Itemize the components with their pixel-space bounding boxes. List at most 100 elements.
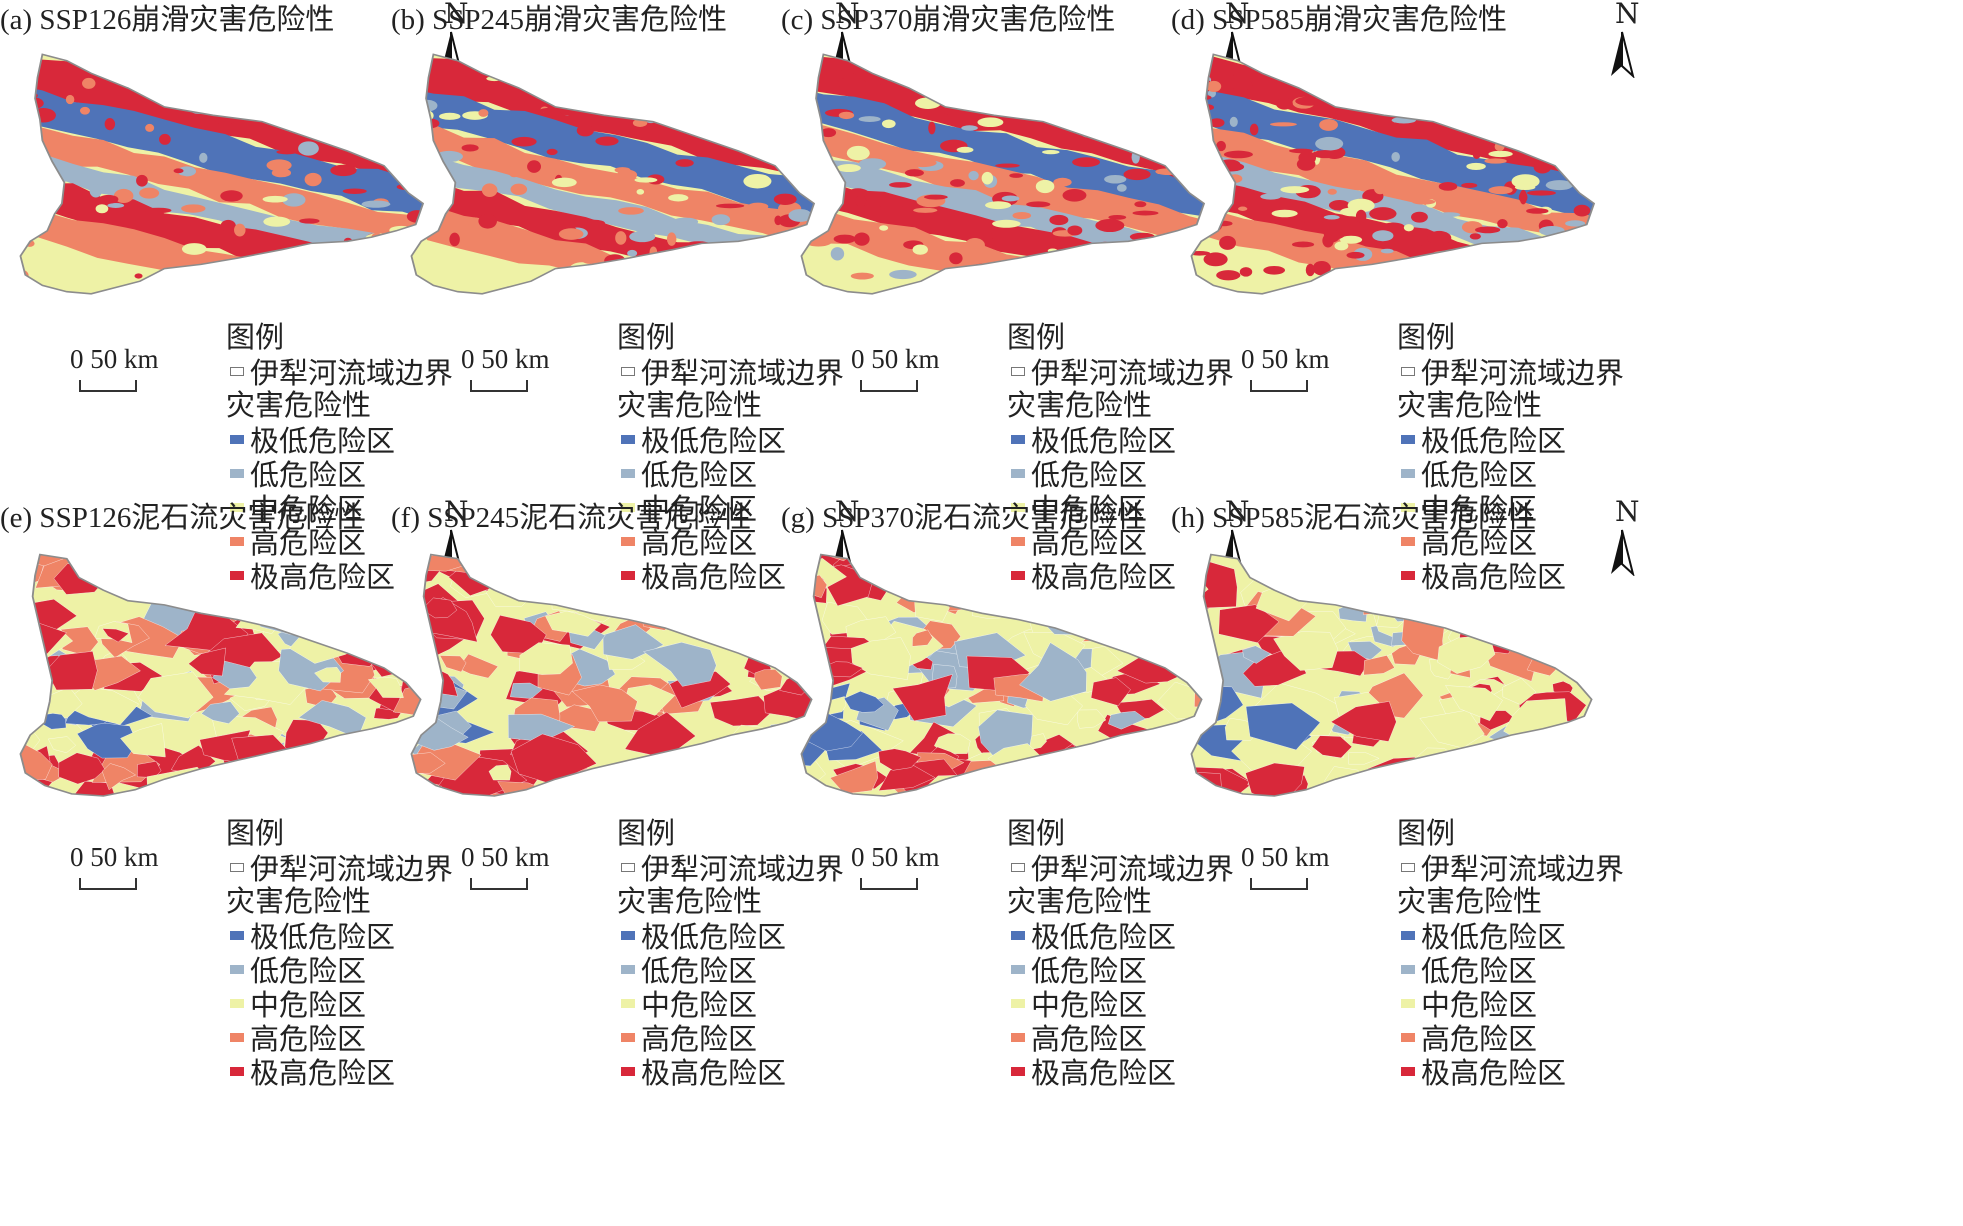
north-label: N	[1225, 0, 1250, 30]
legend-boundary: 伊犁河流域边界	[1397, 354, 1659, 390]
north-arrow: N	[1607, 0, 1647, 78]
hazard-patch	[510, 183, 528, 195]
legend-swatch	[1401, 536, 1415, 546]
hazard-patch	[1497, 219, 1508, 229]
legend-label: 极高危险区	[641, 1056, 787, 1090]
legend-label: 极高危险区	[1031, 1056, 1177, 1090]
legend-boundary: 伊犁河流域边界	[226, 354, 488, 390]
hazard-basin	[294, 577, 349, 631]
legend-label: 低危险区	[1421, 954, 1538, 988]
hazard-basin	[704, 766, 780, 796]
hazard-basin	[584, 778, 631, 796]
hazard-basin	[1564, 579, 1592, 616]
hazard-patch	[511, 136, 537, 147]
hazard-patch	[234, 223, 246, 237]
legend-swatch	[230, 536, 244, 546]
basin-boundary	[800, 53, 1206, 295]
hazard-patch	[558, 228, 584, 240]
hazard-patch	[1099, 119, 1125, 127]
hazard-basin	[1284, 554, 1338, 586]
hazard-patch	[748, 68, 774, 82]
hazard-patch	[1353, 99, 1364, 107]
legend-item: 低危险区	[1397, 456, 1659, 492]
panel-title: (f) SSP245泥石流灾害危险性	[391, 502, 752, 534]
basin-boundary	[1190, 553, 1593, 797]
hazard-patch	[144, 207, 172, 214]
hazard-patch	[758, 211, 783, 217]
hazard-basin	[735, 733, 779, 763]
legend-label: 低危险区	[641, 954, 758, 988]
hazard-patch	[159, 133, 171, 145]
hazard-patch	[878, 80, 897, 86]
hazard-patch	[263, 216, 291, 227]
hazard-patch	[262, 110, 283, 118]
hazard-patch	[342, 188, 367, 194]
hazard-patch	[1146, 93, 1171, 101]
hazard-patch	[951, 93, 981, 103]
legend-item: 极高危险区	[1397, 558, 1659, 594]
hazard-patch	[838, 111, 855, 120]
hazard-basin	[1094, 763, 1132, 781]
hazard-patch	[924, 194, 948, 200]
hazard-basin	[644, 565, 710, 611]
scale-label: 0 50 km	[70, 344, 159, 374]
legend-boundary-label: 伊犁河流域边界	[1031, 356, 1235, 390]
hazard-patch	[82, 77, 96, 89]
hazard-basin	[1368, 554, 1447, 567]
legend-item: 低危险区	[1397, 952, 1659, 988]
north-arrow-icon	[1611, 31, 1635, 78]
hazard-basin	[1503, 754, 1558, 796]
hazard-patch	[855, 195, 867, 207]
hazard-patch	[1249, 123, 1259, 136]
hazard-basin	[1122, 557, 1152, 582]
scale-label: 0 50 km	[1241, 842, 1330, 872]
hazard-patch	[889, 182, 912, 188]
hazard-patch	[30, 108, 56, 123]
legend-boundary-label: 伊犁河流域边界	[641, 356, 845, 390]
panel-title: (e) SSP126泥石流灾害危险性	[0, 502, 364, 534]
north-label: N	[1225, 495, 1250, 528]
hazard-basin	[188, 647, 226, 677]
hazard-basin	[934, 733, 971, 754]
legend-boundary-swatch	[230, 366, 244, 376]
hazard-patch	[1134, 252, 1143, 265]
legend-boundary-label: 伊犁河流域边界	[1421, 356, 1625, 390]
hazard-basin	[309, 762, 371, 796]
hazard-patch	[1223, 150, 1253, 159]
hazard-patch	[508, 71, 534, 81]
hazard-basin	[1488, 554, 1530, 561]
hazard-patch	[1528, 82, 1539, 98]
hazard-patch	[508, 165, 521, 178]
hazard-basin	[312, 582, 371, 617]
hazard-patch	[1285, 230, 1299, 237]
legend-boundary-swatch	[621, 366, 635, 376]
hazard-patch	[418, 202, 428, 212]
legend-subtitle: 灾害危险性	[617, 388, 763, 422]
hazard-patch	[1565, 220, 1586, 227]
hazard-patch	[629, 231, 656, 243]
legend-item: 中危险区	[1007, 986, 1269, 1022]
basin-boundary	[19, 553, 422, 797]
hazard-patch	[995, 86, 1007, 93]
hazard-basin	[47, 736, 76, 753]
legend-boundary-label: 伊犁河流域边界	[1421, 852, 1625, 886]
hazard-patch	[1380, 248, 1394, 254]
legend-item: 中危险区	[226, 986, 488, 1022]
hazard-patch	[834, 69, 844, 81]
scale-bar: 0 50 km	[443, 842, 563, 902]
hazard-patch	[299, 218, 320, 224]
hazard-basin	[574, 554, 616, 562]
hazard-basin	[743, 562, 786, 591]
hazard-patch	[1218, 159, 1241, 170]
hazard-patch	[1533, 161, 1552, 174]
map-panel: (h) SSP585泥石流灾害危险性 N 0 50 km 图例 伊犁河流域边界 …	[1171, 498, 1661, 1103]
legend-label: 极低危险区	[250, 424, 396, 458]
hazard-basin	[1435, 601, 1469, 626]
legend-item: 极高危险区	[617, 558, 879, 594]
hazard-patch	[1572, 147, 1583, 153]
hazard-patch	[411, 107, 427, 122]
hazard-patch	[89, 183, 103, 198]
legend-label: 高危险区	[250, 526, 367, 560]
hazard-patch	[801, 100, 811, 111]
hazard-basin	[726, 618, 761, 648]
